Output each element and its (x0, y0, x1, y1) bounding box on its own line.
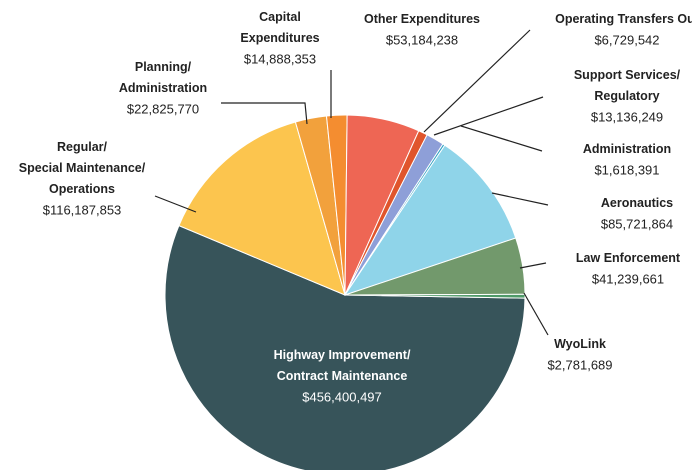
pie-slice (343, 144, 517, 296)
category-label: Regular/Special Maintenance/Operations (19, 140, 146, 196)
leader-line (433, 96, 544, 136)
category-label: WyoLink (554, 337, 606, 351)
value-label: $22,825,770 (127, 101, 199, 116)
category-label: Support Services/Regulatory (574, 68, 681, 103)
leader-line (423, 29, 531, 133)
value-label: $41,239,661 (592, 271, 664, 286)
value-label: $14,888,353 (244, 51, 316, 66)
value-label: $85,721,864 (601, 216, 673, 231)
value-label: $53,184,238 (386, 32, 458, 47)
category-label: Capital Expenditures (240, 10, 319, 45)
category-label: Aeronautics (601, 196, 673, 210)
leader-line (221, 102, 308, 125)
category-label: Administration (583, 142, 671, 156)
leader-line (154, 195, 197, 213)
pie-slice (178, 121, 346, 296)
value-label: $456,400,497 (302, 389, 382, 404)
value-label: $13,136,249 (591, 109, 663, 124)
leader-line (491, 192, 549, 206)
pie-slice (164, 224, 526, 470)
leader-line (519, 262, 547, 269)
value-label: $6,729,542 (594, 32, 659, 47)
leader-line (460, 125, 543, 152)
value-label: $116,187,853 (43, 202, 122, 217)
category-label: Other Expenditures (364, 12, 480, 26)
leader-line (523, 292, 549, 336)
value-label: $1,618,391 (594, 162, 659, 177)
category-label: Planning/Administration (119, 60, 207, 95)
category-label: Highway Improvement/Contract Maintenance (274, 348, 411, 383)
category-label: Law Enforcement (576, 251, 681, 265)
category-label: Operating Transfers Out (555, 12, 692, 26)
value-label: $2,781,689 (547, 357, 612, 372)
